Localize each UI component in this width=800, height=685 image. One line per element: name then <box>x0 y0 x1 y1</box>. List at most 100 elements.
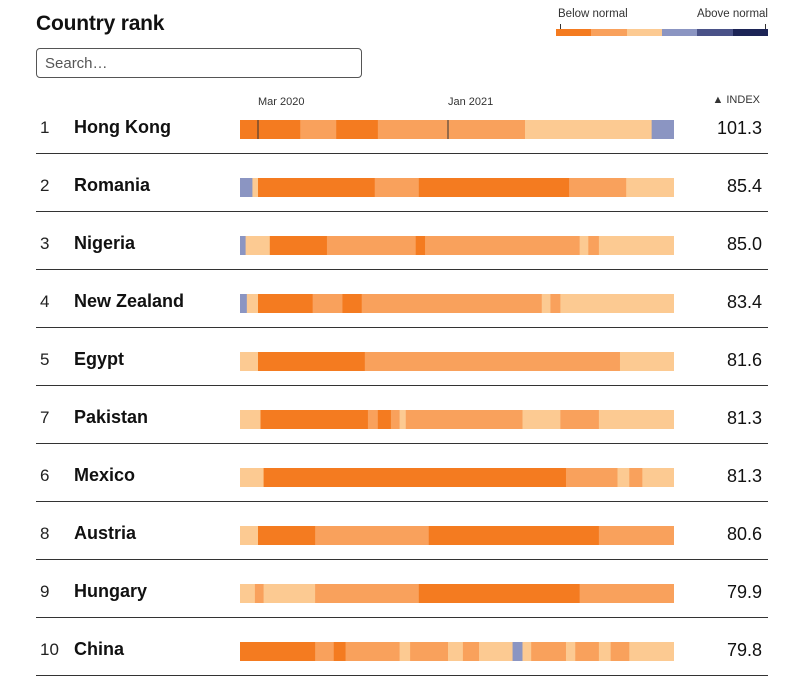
timeline-segment <box>399 642 411 661</box>
rank-number: 5 <box>40 350 50 369</box>
rank-number: 9 <box>40 582 50 601</box>
timeline-segment <box>377 120 526 139</box>
timeline-segment <box>315 526 430 545</box>
timeline-bar <box>240 584 674 603</box>
index-value: 79.9 <box>726 582 762 602</box>
timeline-segment <box>410 642 449 661</box>
timeline-segment <box>263 468 567 487</box>
rank-number: 6 <box>40 466 50 485</box>
index-header: ▲ INDEX <box>712 94 760 106</box>
axis-tick-label: Jan 2021 <box>447 96 494 108</box>
timeline-segment <box>252 178 259 197</box>
timeline-segment <box>550 294 561 313</box>
timeline-segment <box>390 410 401 429</box>
timeline-segment <box>333 642 347 661</box>
timeline-segment <box>610 642 630 661</box>
table-row[interactable]: 3 Nigeria 85.0 <box>36 212 768 270</box>
index-value: 85.4 <box>726 176 762 196</box>
legend-swatch <box>732 29 768 36</box>
timeline-segment <box>598 642 612 661</box>
timeline-segment <box>569 178 627 197</box>
timeline-segment <box>240 410 261 429</box>
timeline-bar <box>240 642 674 661</box>
country-name: Pakistan <box>74 407 149 427</box>
table-row[interactable]: 2 Romania 85.4 <box>36 154 768 212</box>
legend-below-label: Below normal <box>558 8 628 20</box>
timeline-segment <box>531 642 567 661</box>
index-value: 80.6 <box>726 524 762 544</box>
table-row[interactable]: 7 Pakistan 81.3 <box>36 386 768 444</box>
timeline-segment <box>399 410 407 429</box>
timeline-bar <box>240 178 674 197</box>
timeline-segment <box>575 642 600 661</box>
timeline-segment <box>364 352 621 371</box>
index-value: 101.3 <box>716 118 762 138</box>
timeline-segment <box>415 236 426 255</box>
rank-number: 8 <box>40 524 50 543</box>
timeline-segment <box>240 642 316 661</box>
country-name: New Zealand <box>74 291 185 311</box>
timeline-segment <box>246 294 259 313</box>
timeline-segment <box>240 236 247 255</box>
timeline-segment <box>418 584 581 603</box>
timeline-segment <box>260 410 369 429</box>
timeline-segment <box>240 178 253 197</box>
timeline-segment <box>579 236 589 255</box>
country-name: China <box>74 639 125 659</box>
legend-tick-left <box>560 24 561 29</box>
table-row[interactable]: 1 Hong Kong 101.3 <box>36 96 768 154</box>
timeline-segment <box>258 352 366 371</box>
index-value: 81.3 <box>726 408 762 428</box>
timeline-segment <box>258 526 316 545</box>
timeline-segment <box>269 236 328 255</box>
table-row[interactable]: 6 Mexico 81.3 <box>36 444 768 502</box>
timeline-bar <box>240 468 674 487</box>
timeline-segment <box>522 642 532 661</box>
timeline-segment <box>263 584 316 603</box>
country-name: Egypt <box>74 349 125 369</box>
timeline-segment <box>300 120 337 139</box>
table-row[interactable]: 10 China 79.8 <box>36 618 768 676</box>
timeline-segment <box>629 642 674 661</box>
timeline-segment <box>524 120 653 139</box>
timeline-segment <box>642 468 674 487</box>
index-value: 83.4 <box>726 292 762 312</box>
search-input[interactable] <box>36 48 362 78</box>
timeline-segment <box>479 642 514 661</box>
legend-swatch <box>556 29 592 36</box>
page-title: Country rank <box>36 12 165 35</box>
legend-swatches <box>556 29 768 36</box>
timeline-segment <box>361 294 543 313</box>
timeline-segment <box>617 468 630 487</box>
timeline-segment <box>367 410 379 429</box>
timeline-segment <box>588 236 600 255</box>
table-row[interactable]: 5 Egypt 81.6 <box>36 328 768 386</box>
timeline-segment <box>651 120 674 139</box>
timeline-segment <box>598 526 674 545</box>
country-name: Hong Kong <box>74 117 171 137</box>
timeline-segment <box>418 178 570 197</box>
timeline-segment <box>374 178 420 197</box>
country-name: Austria <box>74 523 137 543</box>
timeline-segment <box>377 410 392 429</box>
timeline-segment <box>336 120 379 139</box>
country-name: Mexico <box>74 465 136 485</box>
table-row[interactable]: 8 Austria 80.6 <box>36 502 768 560</box>
timeline-bar <box>240 120 674 139</box>
timeline-segment <box>522 410 561 429</box>
timeline-segment <box>315 642 335 661</box>
legend-swatch <box>697 29 733 36</box>
timeline-segment <box>541 294 551 313</box>
timeline-segment <box>565 468 618 487</box>
timeline-segment <box>315 584 420 603</box>
timeline-segment <box>342 294 363 313</box>
country-name: Nigeria <box>74 233 136 253</box>
timeline-bar <box>240 526 674 545</box>
color-legend: Below normal Above normal <box>556 8 768 38</box>
timeline-segment <box>258 178 376 197</box>
rank-number: 3 <box>40 234 50 253</box>
table-row[interactable]: 4 New Zealand 83.4 <box>36 270 768 328</box>
timeline-segment <box>245 236 271 255</box>
table-row[interactable]: 9 Hungary 79.9 <box>36 560 768 618</box>
legend-swatch <box>591 29 627 36</box>
